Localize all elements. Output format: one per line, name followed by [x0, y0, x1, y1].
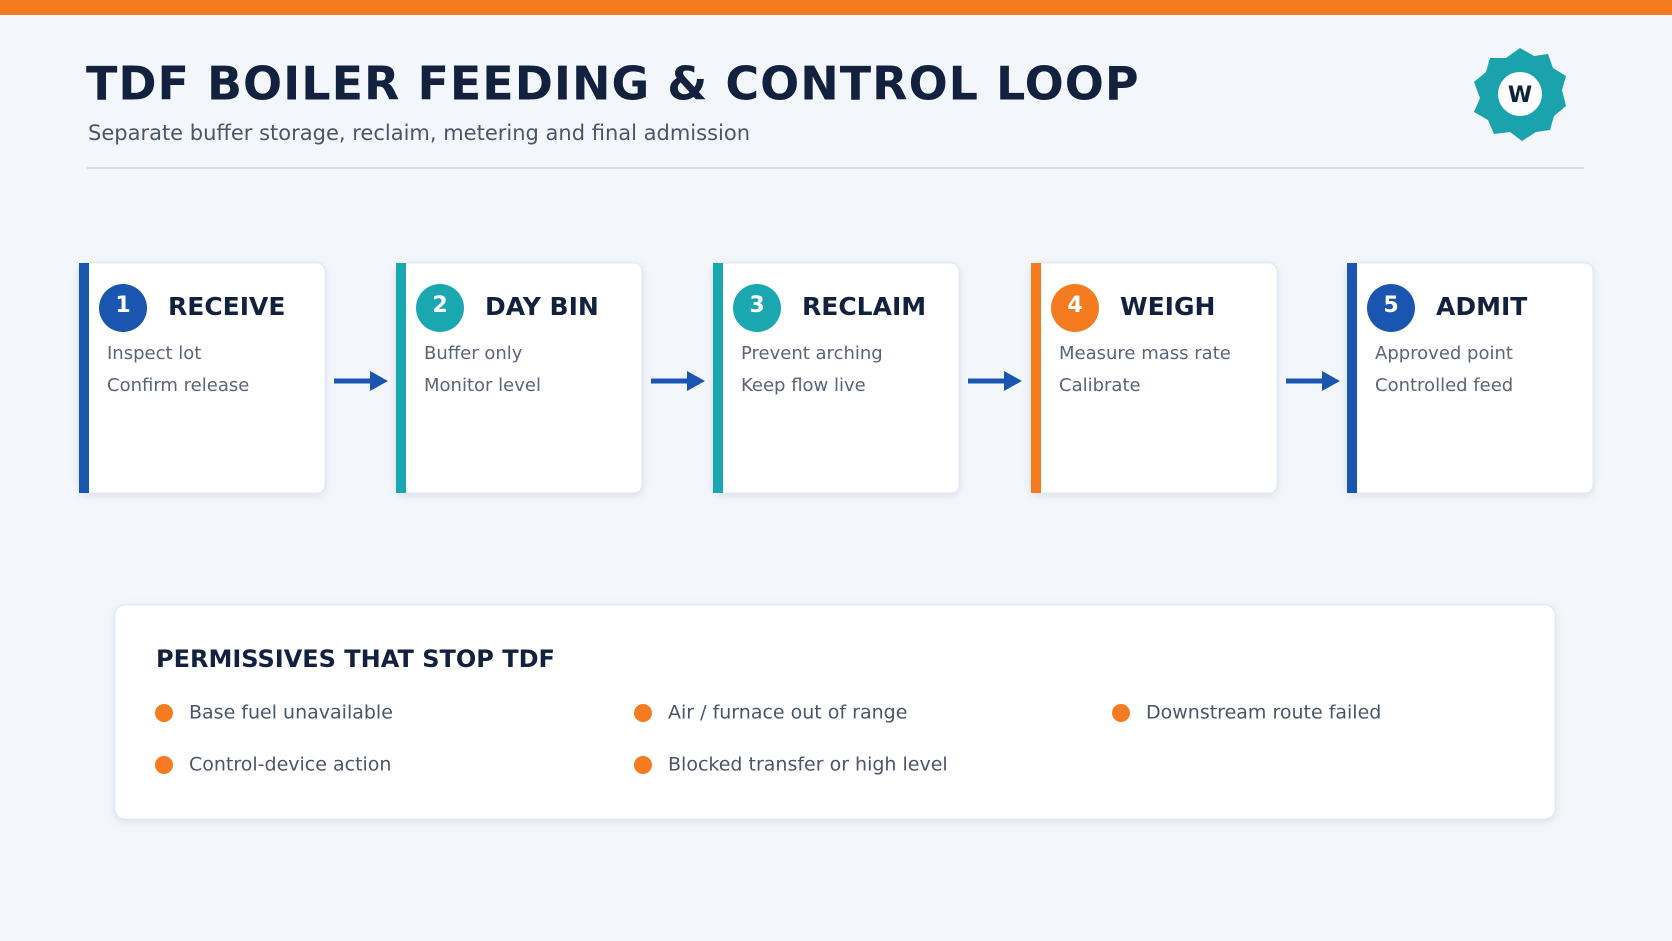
arrow-head [1322, 371, 1340, 391]
svg-text:W: W [1508, 83, 1532, 108]
step-badge [1367, 284, 1415, 332]
arrow-head [370, 371, 388, 391]
arrow-head [1004, 371, 1022, 391]
step-number: 3 [749, 293, 764, 318]
step-badge [416, 284, 464, 332]
permissive-item: Blocked transfer or high level [668, 754, 948, 776]
permissives-panel [114, 604, 1556, 820]
card-accent [1347, 263, 1357, 493]
step-title: ADMIT [1436, 292, 1527, 321]
bullet [634, 756, 652, 774]
top-bar [0, 0, 1672, 15]
step-line: Inspect lot [107, 343, 201, 364]
arrow-head [687, 371, 705, 391]
step-title: DAY BIN [485, 292, 599, 321]
permissive-item: Air / furnace out of range [668, 702, 907, 724]
step-line: Measure mass rate [1059, 343, 1231, 364]
step-badge [1051, 284, 1099, 332]
step-line: Monitor level [424, 375, 541, 396]
permissives-title: PERMISSIVES THAT STOP TDF [156, 645, 555, 673]
step-line: Keep flow live [741, 375, 866, 396]
subtitle: Separate buffer storage, reclaim, meteri… [88, 121, 750, 145]
card-accent [79, 263, 89, 493]
step-line: Buffer only [424, 343, 523, 364]
bullet [155, 704, 173, 722]
step-title: RECLAIM [802, 292, 926, 321]
step-line: Controlled feed [1375, 375, 1513, 396]
step-badge [733, 284, 781, 332]
step-number: 5 [1383, 293, 1398, 318]
step-number: 4 [1067, 293, 1082, 318]
card-accent [396, 263, 406, 493]
title: TDF BOILER FEEDING & CONTROL LOOP [86, 57, 1140, 111]
logo: W [1474, 48, 1566, 141]
step-line: Confirm release [107, 375, 249, 396]
step-line: Prevent arching [741, 343, 883, 364]
permissive-item: Base fuel unavailable [189, 702, 393, 724]
permissive-item: Control-device action [189, 754, 391, 776]
step-number: 1 [115, 293, 130, 318]
bullet [1112, 704, 1130, 722]
step-line: Approved point [1375, 343, 1513, 364]
step-title: WEIGH [1120, 292, 1215, 321]
step-badge [99, 284, 147, 332]
bullet [155, 756, 173, 774]
step-title: RECEIVE [168, 292, 285, 321]
permissive-item: Downstream route failed [1146, 702, 1381, 724]
card-accent [713, 263, 723, 493]
step-line: Calibrate [1059, 375, 1141, 396]
card-accent [1031, 263, 1041, 493]
step-number: 2 [432, 293, 447, 318]
bullet [634, 704, 652, 722]
